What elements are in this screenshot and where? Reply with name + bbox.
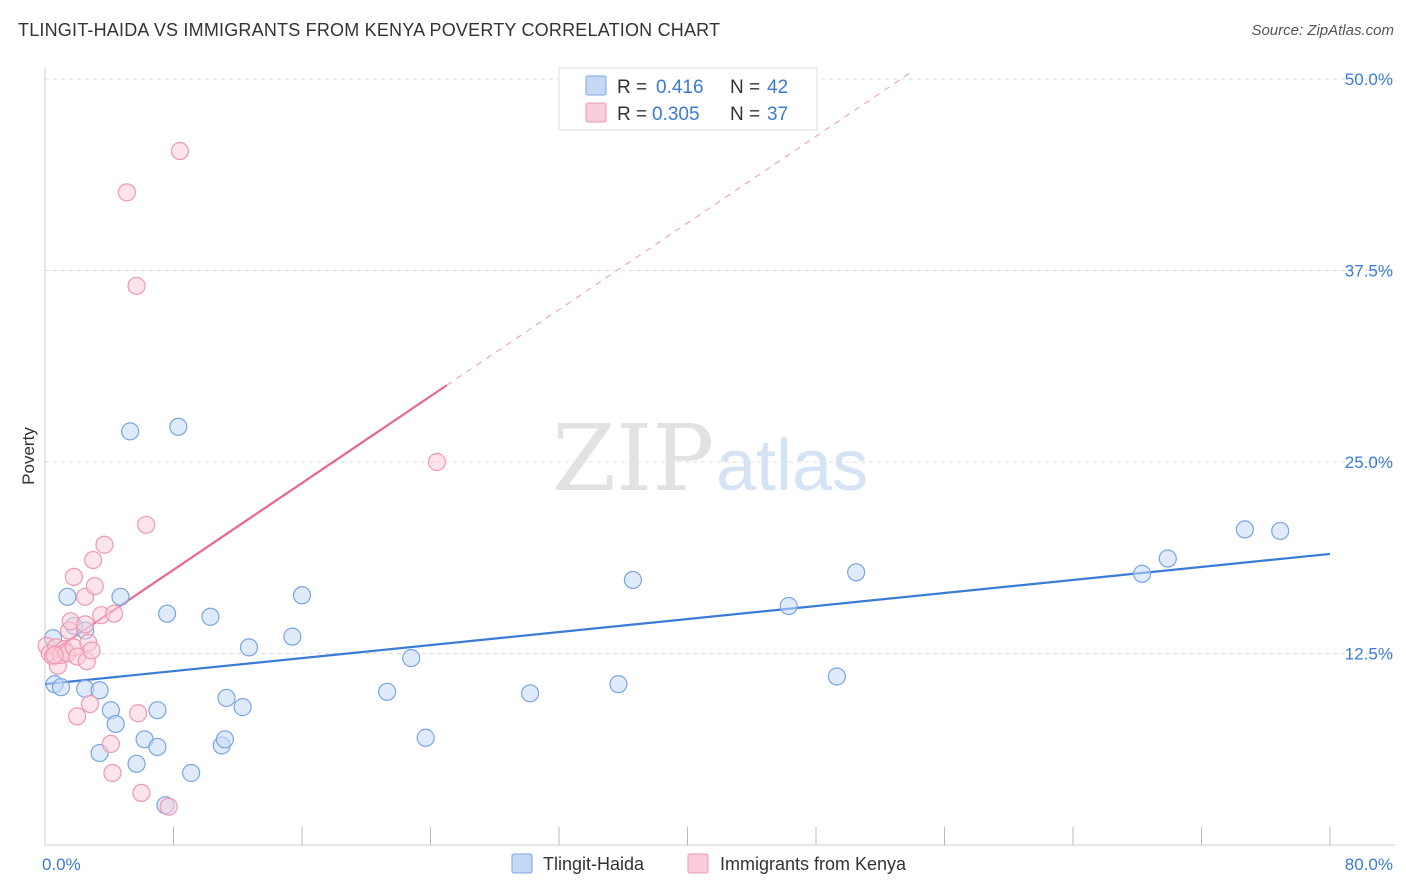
y-tick-label: 25.0%: [1345, 453, 1393, 472]
data-point-blue: [51, 678, 71, 697]
data-point-blue: [1235, 520, 1254, 539]
data-point-pink: [85, 576, 104, 596]
data-point-blue: [847, 563, 866, 582]
chart-title: TLINGIT-HAIDA VS IMMIGRANTS FROM KENYA P…: [18, 20, 721, 40]
data-point-blue: [283, 627, 302, 646]
trend-layer: [44, 70, 1331, 686]
data-point-blue: [182, 763, 201, 783]
data-point-blue: [779, 596, 798, 616]
data-point-pink: [127, 276, 146, 295]
data-point-blue: [121, 422, 140, 441]
data-point-pink: [170, 141, 190, 161]
data-point-pink: [95, 535, 114, 554]
data-point-blue: [106, 714, 125, 734]
data-point-blue: [623, 570, 642, 590]
y-tick-label: 50.0%: [1345, 70, 1393, 89]
chart-source: Source: ZipAtlas.com: [1251, 22, 1394, 39]
data-point-blue: [215, 730, 234, 749]
legend-n-label-blue: N =: [730, 77, 760, 98]
data-point-blue: [111, 587, 130, 606]
bottom-legend: Tlingit-Haida Immigrants from Kenya: [511, 853, 907, 874]
data-point-blue: [292, 586, 312, 605]
data-point-pink: [427, 452, 447, 472]
data-point-blue: [169, 417, 188, 436]
data-point-blue: [402, 648, 421, 668]
legend-n-value-pink: 37: [767, 104, 788, 125]
data-point-blue: [1158, 549, 1177, 568]
data-point-blue: [239, 638, 259, 657]
data-point-pink: [103, 763, 122, 783]
data-point-blue: [201, 607, 220, 626]
bottom-legend-label-blue: Tlingit-Haida: [543, 854, 645, 874]
data-point-blue: [148, 737, 167, 757]
legend-r-value-blue: 0.416: [656, 77, 704, 98]
data-point-blue: [378, 682, 397, 701]
data-point-pink: [132, 783, 151, 803]
x-tick-label: 0.0%: [42, 855, 81, 874]
data-point-blue: [416, 728, 435, 747]
bottom-legend-label-pink: Immigrants from Kenya: [720, 854, 907, 874]
data-point-pink: [129, 704, 148, 723]
data-point-blue: [827, 667, 846, 686]
legend-n-label-pink: N =: [730, 104, 760, 125]
bottom-legend-swatch-pink: [687, 853, 709, 874]
data-point-blue: [1271, 521, 1290, 541]
data-point-blue: [1132, 564, 1152, 583]
bottom-legend-swatch-blue: [511, 853, 533, 874]
data-point-pink: [104, 604, 124, 623]
legend: R = 0.416 N = 42 R = 0.305 N = 37: [558, 67, 818, 131]
legend-r-value-pink: 0.305: [652, 104, 700, 125]
data-point-pink: [137, 515, 156, 534]
y-tick-label: 12.5%: [1345, 645, 1393, 664]
data-point-pink: [159, 797, 178, 816]
data-point-pink: [68, 707, 87, 726]
data-point-blue: [157, 604, 177, 623]
data-point-pink: [64, 567, 84, 587]
data-point-blue: [609, 675, 628, 694]
x-tick-label: 80.0%: [1345, 855, 1393, 874]
points-layer: [37, 141, 1290, 816]
data-point-blue: [520, 684, 540, 703]
legend-n-value-blue: 42: [767, 77, 788, 98]
watermark-zip: ZIP: [552, 405, 714, 512]
watermark-atlas: atlas: [716, 426, 868, 506]
data-point-pink: [45, 645, 64, 665]
trend-extension-pink: [446, 70, 913, 386]
legend-r-label-pink: R =: [617, 104, 647, 125]
data-point-blue: [127, 754, 146, 773]
legend-swatch-pink: [585, 102, 607, 123]
data-point-pink: [84, 550, 103, 570]
data-point-blue: [233, 698, 252, 717]
data-point-blue: [58, 587, 77, 606]
data-point-pink: [76, 615, 95, 634]
data-point-blue: [90, 681, 109, 700]
legend-r-label-blue: R =: [617, 77, 647, 98]
data-point-blue: [148, 701, 167, 720]
trend-line-blue: [44, 552, 1331, 686]
data-point-pink: [117, 183, 137, 202]
data-point-pink: [101, 734, 120, 753]
data-point-pink: [82, 641, 101, 660]
data-point-blue: [217, 688, 236, 708]
legend-swatch-blue: [585, 75, 607, 96]
data-point-pink: [80, 694, 100, 714]
axis-layer: 12.5% 25.0% 37.5% 50.0% 0.0% 80.0%: [42, 68, 1395, 874]
y-tick-label: 37.5%: [1345, 262, 1393, 281]
watermark: ZIP atlas: [552, 405, 868, 512]
y-axis-title: Poverty: [19, 427, 38, 485]
